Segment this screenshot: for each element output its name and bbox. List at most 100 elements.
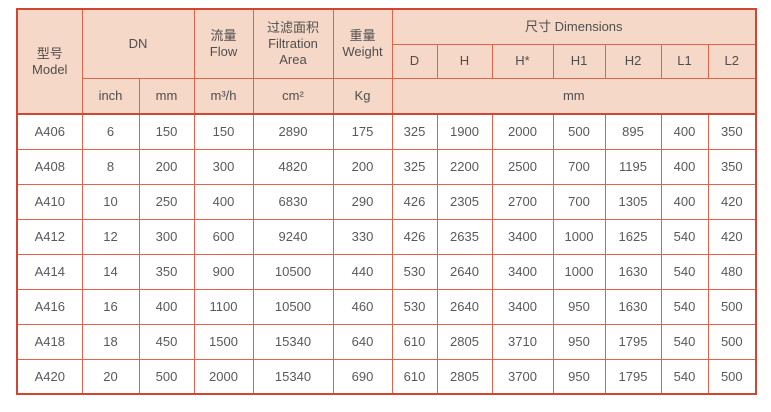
dn-mm-cell: 150 (138, 113, 195, 150)
table-row: A408 8 200 300 4820 200 325 2200 2500 700 1195 400 3… (16, 148, 757, 185)
dn-inch-cell: 8 (81, 148, 140, 185)
dim-h-cell: 2305 (436, 183, 493, 220)
flow-cell: 1100 (193, 288, 254, 325)
model-cell: A418 (16, 323, 83, 360)
table-row: A406 6 150 150 2890 175 325 1900 2000 500 895 400 35… (16, 113, 757, 150)
model-cell: A412 (16, 218, 83, 255)
dim-h1-cell: 1000 (552, 253, 606, 290)
dim-h-cell: 2640 (436, 253, 493, 290)
dim-d-cell: 426 (391, 218, 438, 255)
dim-h2-cell: 1195 (604, 148, 662, 185)
header-model: 型号 Model (16, 8, 83, 115)
filter-specification-table: 型号 Model DN 流量 Flow 过滤面积 Filtration Area… (16, 8, 758, 395)
dim-h-cell: 2805 (436, 358, 493, 395)
area-cell: 15340 (252, 358, 334, 395)
area-cell: 10500 (252, 253, 334, 290)
area-cell: 15340 (252, 323, 334, 360)
dim-h2-cell: 1305 (604, 183, 662, 220)
dim-h-cell: 2200 (436, 148, 493, 185)
dim-h-cell: 1900 (436, 113, 493, 150)
dim-hstar-cell: 3400 (491, 218, 554, 255)
dim-h1-cell: 700 (552, 148, 606, 185)
flow-cell: 1500 (193, 323, 254, 360)
weight-cell: 175 (332, 113, 393, 150)
header-model-zh: 型号 (36, 45, 63, 61)
dim-l2-cell: 500 (707, 323, 757, 360)
header-weight-en: Weight (342, 43, 383, 59)
header-row-units: inch mm m³/h cm² Kg mm (17, 77, 757, 115)
dn-mm-cell: 500 (138, 358, 195, 395)
header-filtration-area: 过滤面积 Filtration Area (252, 8, 334, 79)
dim-d-cell: 426 (391, 183, 438, 220)
flow-cell: 300 (193, 148, 254, 185)
unit-flow: m³/h (193, 77, 254, 115)
model-cell: A420 (16, 358, 83, 395)
model-cell: A416 (16, 288, 83, 325)
header-model-en: Model (32, 61, 68, 77)
dim-hstar-cell: 3400 (491, 288, 554, 325)
area-cell: 4820 (252, 148, 334, 185)
weight-cell: 640 (332, 323, 393, 360)
dim-h2-cell: 1795 (604, 323, 662, 360)
flow-cell: 900 (193, 253, 254, 290)
dim-l2-cell: 420 (707, 183, 757, 220)
dim-h1-cell: 950 (552, 323, 606, 360)
model-cell: A410 (16, 183, 83, 220)
unit-area: cm² (252, 77, 334, 115)
header-flow-zh: 流量 (210, 27, 237, 43)
dim-h1-cell: 950 (552, 358, 606, 395)
dim-hstar-cell: 2700 (491, 183, 554, 220)
dim-l1-cell: 540 (660, 218, 709, 255)
dn-inch-cell: 16 (81, 288, 140, 325)
dim-h-cell: 2805 (436, 323, 493, 360)
flow-cell: 600 (193, 218, 254, 255)
flow-cell: 150 (193, 113, 254, 150)
dim-hstar-cell: 3400 (491, 253, 554, 290)
header-area-en: Filtration Area (268, 35, 318, 67)
header-dim-l1: L1 (660, 43, 709, 79)
dim-d-cell: 610 (391, 323, 438, 360)
dim-hstar-cell: 3710 (491, 323, 554, 360)
header-dim-h: H (436, 43, 493, 79)
dim-h-cell: 2640 (436, 288, 493, 325)
dim-l2-cell: 350 (707, 148, 757, 185)
dn-inch-cell: 6 (81, 113, 140, 150)
header-dim-d: D (391, 43, 438, 79)
model-cell: A414 (16, 253, 83, 290)
table-row: A420 20 500 2000 15340 690 610 2805 3700 950 1795 5… (16, 358, 757, 395)
header-dimensions: 尺寸 Dimensions (391, 8, 757, 45)
table-header: 型号 Model DN 流量 Flow 过滤面积 Filtration Area… (16, 8, 757, 115)
weight-cell: 330 (332, 218, 393, 255)
table-row: A410 10 250 400 6830 290 426 2305 2700 700 1305 400… (16, 183, 757, 220)
dim-l1-cell: 540 (660, 288, 709, 325)
dim-l1-cell: 400 (660, 183, 709, 220)
dim-d-cell: 325 (391, 148, 438, 185)
dim-h2-cell: 1630 (604, 253, 662, 290)
unit-dimensions-mm: mm (391, 77, 757, 115)
header-row-dim-cols: D H H* H1 H2 L1 L2 (17, 43, 757, 79)
dim-h-cell: 2635 (436, 218, 493, 255)
flow-cell: 400 (193, 183, 254, 220)
dim-hstar-cell: 2000 (491, 113, 554, 150)
dim-h1-cell: 950 (552, 288, 606, 325)
dim-h1-cell: 500 (552, 113, 606, 150)
model-cell: A408 (16, 148, 83, 185)
header-weight: 重量 Weight (332, 8, 393, 79)
header-area-zh: 过滤面积 (266, 19, 319, 35)
dn-mm-cell: 300 (138, 218, 195, 255)
dim-l1-cell: 400 (660, 148, 709, 185)
dim-l2-cell: 480 (707, 253, 757, 290)
area-cell: 9240 (252, 218, 334, 255)
table-row: A418 18 450 1500 15340 640 610 2805 3710 950 1795 5… (16, 323, 757, 360)
header-flow-en: Flow (209, 43, 238, 59)
dn-mm-cell: 200 (138, 148, 195, 185)
dim-l1-cell: 540 (660, 358, 709, 395)
flow-cell: 2000 (193, 358, 254, 395)
dim-l2-cell: 420 (707, 218, 757, 255)
weight-cell: 440 (332, 253, 393, 290)
dim-l2-cell: 500 (707, 288, 757, 325)
header-dim-h2: H2 (604, 43, 662, 79)
dn-mm-cell: 400 (138, 288, 195, 325)
dim-l1-cell: 540 (660, 323, 709, 360)
